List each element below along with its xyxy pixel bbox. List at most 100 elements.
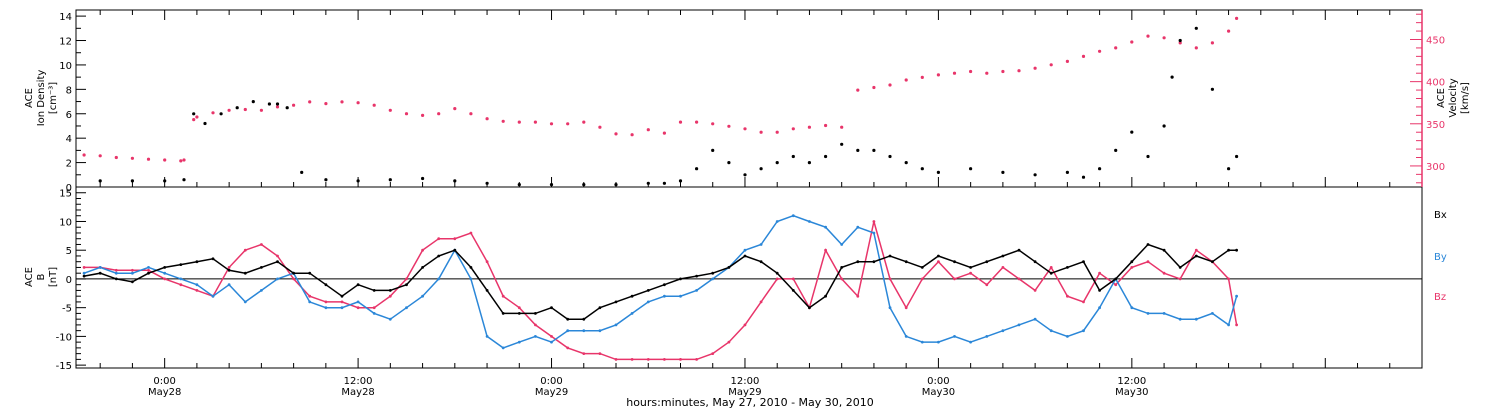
point-ion-density (695, 167, 699, 171)
point-bx (276, 260, 279, 264)
point-bz (1082, 300, 1085, 304)
series-by-line (83, 214, 1238, 349)
point-velocity (888, 83, 892, 87)
point-bx (727, 266, 731, 269)
point-bx (856, 260, 860, 264)
density-tick-label: 6 (66, 110, 72, 121)
point-bz (485, 260, 489, 264)
point-bz (550, 335, 553, 338)
point-velocity (437, 112, 441, 116)
point-velocity (1049, 63, 1053, 67)
point-velocity (566, 122, 570, 126)
point-by (1033, 317, 1037, 321)
point-bz (1146, 260, 1150, 264)
point-bz (920, 277, 924, 281)
point-ion-density (421, 176, 425, 181)
series-bz-line (84, 221, 1238, 361)
point-velocity (711, 122, 715, 126)
point-velocity (920, 75, 924, 79)
point-by (211, 294, 215, 298)
point-velocity (292, 103, 296, 107)
point-by (1066, 335, 1069, 338)
point-bz (1130, 266, 1134, 269)
point-by (517, 340, 521, 344)
point-by (775, 220, 779, 223)
point-velocity (98, 154, 102, 158)
point-bz (517, 306, 521, 310)
time-tick-label: 0:00 (927, 376, 949, 387)
point-by (791, 214, 795, 218)
point-bz (791, 277, 795, 281)
point-bx (1049, 271, 1053, 275)
point-ion-density (711, 148, 715, 152)
point-bx (534, 312, 537, 315)
point-bz (1098, 271, 1101, 275)
point-velocity (227, 108, 231, 112)
point-bz (179, 283, 183, 287)
date-tick-label: May29 (728, 387, 761, 398)
point-bx (663, 283, 666, 287)
point-velocity (840, 125, 844, 129)
point-bx (775, 271, 779, 275)
point-bz (308, 294, 312, 298)
velocity-tick-label: 300 (1426, 162, 1445, 173)
point-bz (969, 271, 972, 275)
field-tick-label: -15 (56, 361, 72, 372)
point-bx (566, 317, 570, 321)
point-velocity (324, 102, 328, 106)
point-by (743, 248, 747, 252)
point-bz (663, 358, 666, 361)
point-velocity (1098, 49, 1102, 53)
point-bx (340, 294, 344, 298)
point-by (1162, 312, 1166, 315)
point-bx (1178, 266, 1182, 269)
point-bx (356, 283, 360, 287)
point-bx (308, 271, 312, 275)
point-velocity (1017, 69, 1021, 73)
point-by (937, 340, 940, 344)
point-ion-density (1114, 148, 1118, 152)
point-velocity (969, 69, 973, 74)
density-axis-label-line3: [cm⁻³] (48, 82, 59, 114)
point-by (405, 306, 408, 310)
point-velocity (340, 100, 344, 104)
point-bz (679, 358, 682, 361)
point-by (663, 294, 666, 298)
point-bx (179, 263, 183, 266)
point-ion-density (388, 178, 392, 182)
date-tick-label: May30 (1115, 387, 1148, 398)
point-by (340, 306, 344, 310)
point-bz (534, 323, 537, 327)
point-velocity (1227, 29, 1231, 33)
point-by (985, 335, 989, 338)
point-bx (147, 271, 150, 275)
point-bx (469, 266, 473, 269)
point-bx (372, 289, 376, 292)
point-bx (227, 268, 231, 272)
field-tick-label: 15 (59, 189, 72, 200)
time-tick-label: 12:00 (731, 376, 760, 387)
point-ion-density (1170, 75, 1174, 79)
point-bx (646, 289, 650, 292)
point-ion-density (840, 142, 844, 146)
field-tick-label: 10 (59, 217, 72, 228)
point-by (1194, 317, 1198, 321)
point-bz (147, 268, 150, 272)
point-bx (1146, 243, 1150, 246)
point-bz (356, 306, 360, 310)
point-ion-density (324, 178, 328, 182)
point-bz (114, 268, 118, 272)
velocity-tick-label: 450 (1426, 36, 1445, 47)
point-bz (1227, 277, 1230, 281)
point-ion-density (300, 170, 304, 174)
date-tick-label: May29 (535, 387, 568, 398)
point-ion-density (969, 167, 973, 171)
point-velocity (195, 115, 199, 119)
point-bz (276, 254, 279, 258)
point-by (969, 340, 972, 344)
point-bz (437, 237, 441, 241)
point-velocity (533, 120, 538, 124)
point-bz (243, 248, 247, 252)
point-by (711, 277, 715, 281)
point-bz (872, 220, 876, 223)
